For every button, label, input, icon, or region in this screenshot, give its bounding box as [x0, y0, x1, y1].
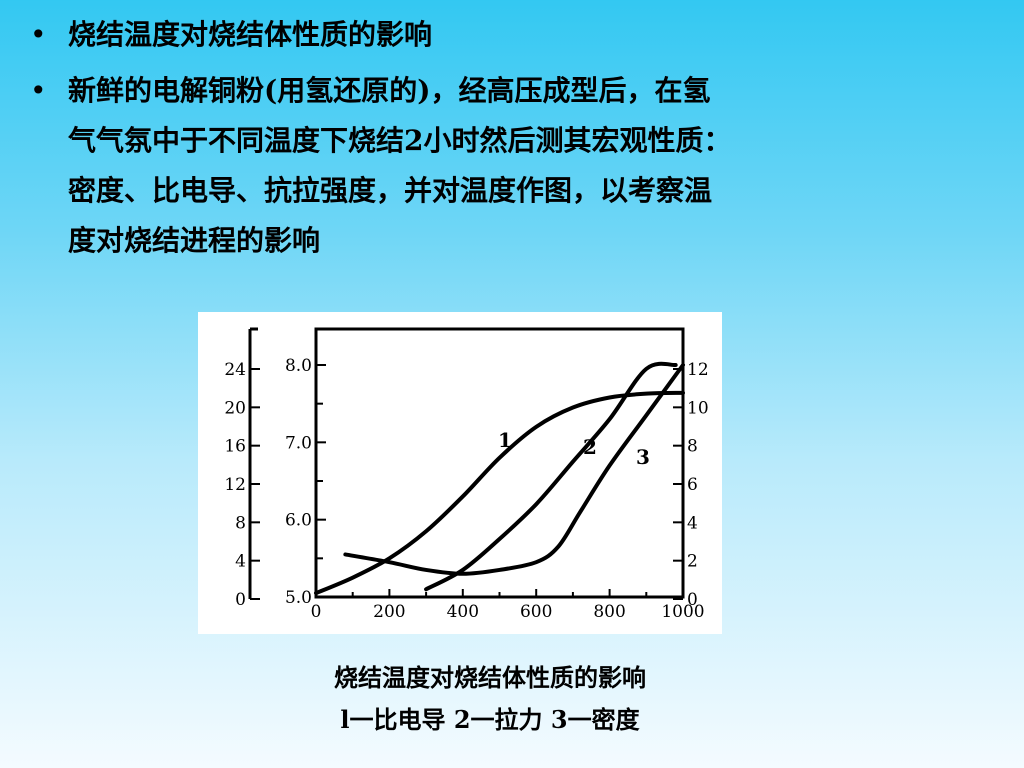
left-inner-tick-label: 8.0 [285, 356, 312, 376]
bullet-text: 烧结温度对烧结体性质的影响 [68, 18, 433, 51]
right-tick-label: 4 [687, 513, 698, 533]
curve-1 [314, 390, 685, 596]
bullet-list: • 烧结温度对烧结体性质的影响 • 新鲜的电解铜粉(用氢还原的)，经高压成型后，… [30, 10, 930, 272]
curve-3 [343, 363, 685, 576]
left-outer-tick-label: 8 [235, 513, 246, 533]
bullet-item-title: • 烧结温度对烧结体性质的影响 [30, 10, 930, 60]
left-outer-tick-label: 12 [224, 475, 246, 495]
left-inner-tick-label: 7.0 [285, 433, 312, 453]
right-tick-label: 8 [687, 437, 698, 457]
left-outer-tick-label: 0 [235, 590, 246, 610]
left-outer-tick-label: 24 [224, 360, 246, 380]
curve-label-3: 3 [636, 445, 650, 469]
right-tick-label: 2 [687, 552, 698, 572]
bullet-item-description: • 新鲜的电解铜粉(用氢还原的)，经高压成型后，在氢 气气氛中于不同温度下烧结2… [30, 66, 930, 266]
figure-caption-legend: l一比电导 2一拉力 3一密度 [340, 705, 640, 734]
left-inner-tick-label: 5.0 [285, 588, 312, 608]
left-outer-tick-label: 4 [235, 552, 246, 572]
bullet-dot: • [30, 18, 47, 51]
curve-label-2: 2 [583, 435, 597, 459]
left-outer-tick-label: 16 [224, 437, 246, 457]
bullet-text: 新鲜的电解铜粉(用氢还原的)，经高压成型后，在氢 气气氛中于不同温度下烧结2小时… [68, 74, 732, 257]
sintering-chart: 0 4 8 12 16 20 24 5.0 6.0 7.0 8.0 0 2 4 6 8 10 12 0 200 400 6… [198, 312, 722, 634]
right-tick-label: 0 [687, 590, 698, 610]
x-tick-label: 1000 [661, 602, 704, 622]
curve-label-1: 1 [498, 428, 512, 452]
bullet-dot: • [30, 74, 47, 107]
left-outer-tick-label: 20 [224, 398, 246, 418]
figure-caption-title: 烧结温度对烧结体性质的影响 [334, 663, 646, 692]
x-tick-label: 200 [373, 602, 405, 622]
x-tick-label: 400 [447, 602, 479, 622]
right-tick-label: 6 [687, 475, 698, 495]
x-tick-label: 800 [593, 602, 625, 622]
curve-2 [424, 361, 678, 592]
right-tick-label: 12 [687, 360, 709, 380]
left-inner-tick-label: 6.0 [285, 511, 312, 531]
x-tick-label: 0 [311, 602, 322, 622]
x-tick-label: 600 [520, 602, 552, 622]
right-tick-label: 10 [687, 398, 709, 418]
plot-frame [314, 327, 685, 599]
